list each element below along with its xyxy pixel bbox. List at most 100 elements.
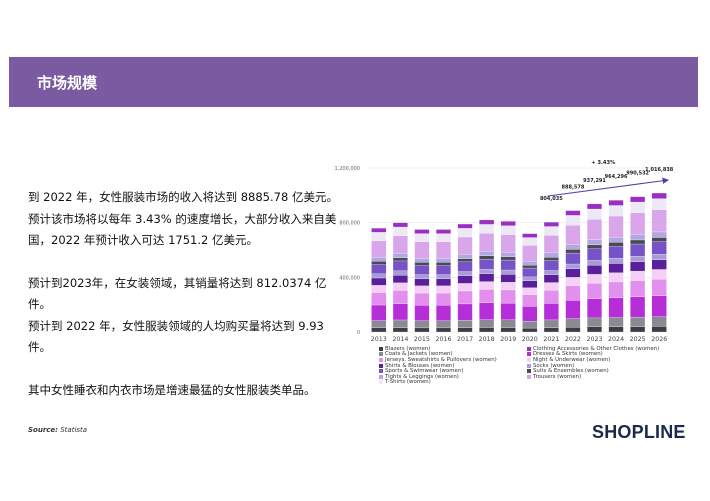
bar-segment	[371, 257, 387, 262]
bar-segment	[651, 295, 667, 317]
bar-segment	[587, 208, 602, 220]
bar-segment	[651, 237, 667, 242]
bar-segment	[565, 263, 581, 269]
bar-segment	[500, 269, 516, 275]
legend-swatch	[379, 369, 383, 374]
bar-segment	[543, 221, 559, 227]
bar-segment	[414, 292, 430, 306]
bar-segment	[522, 327, 538, 333]
bar-segment	[436, 320, 451, 329]
bar-segment	[414, 278, 430, 286]
legend-item: Suits & Ensembles (women)	[527, 368, 659, 374]
shopline-logo: SHOPLINE	[592, 422, 686, 443]
bar-segment	[371, 292, 387, 306]
bar-segment	[392, 222, 408, 228]
bar-segment	[436, 327, 451, 333]
x-tick-label: 2025	[630, 336, 646, 343]
x-tick-label: 2019	[500, 336, 516, 343]
bar-segment	[587, 244, 602, 249]
bar-segment	[651, 192, 667, 199]
bar-segment	[457, 261, 473, 272]
bar-segment	[457, 303, 473, 321]
bar-segment	[651, 326, 667, 333]
bar-segment	[392, 275, 408, 283]
bar-segment	[587, 317, 602, 328]
bar-segment	[436, 274, 451, 279]
bar-segment	[479, 224, 495, 234]
bar-segment	[565, 277, 581, 286]
legend-label: T-Shirts (women)	[385, 379, 431, 386]
bar-segment	[436, 285, 451, 294]
bar-segment	[522, 245, 538, 262]
bar-segment	[479, 273, 495, 282]
bar-segment	[371, 264, 387, 274]
bar-segment	[500, 225, 516, 235]
bar-segment	[457, 319, 473, 328]
bar-segment	[543, 290, 559, 304]
bar-segment	[630, 196, 646, 203]
bar-segment	[608, 200, 624, 206]
y-tick-label: 400,000	[339, 275, 360, 281]
bar-segment	[479, 251, 495, 256]
bar-segment	[457, 223, 473, 229]
bar-segment	[522, 237, 538, 246]
legend-swatch	[379, 346, 383, 351]
x-tick-label: 2022	[565, 336, 581, 343]
data-label: 804,035	[540, 196, 563, 202]
paragraph-1-line-1: 到 2022 年，女性服装市场的收入将达到 8885.78 亿美元。	[28, 190, 338, 204]
bar-segment	[371, 232, 387, 241]
data-label: 937,291	[583, 178, 606, 184]
x-tick-label: 2013	[371, 336, 387, 343]
page-title: 市场规模	[37, 74, 98, 92]
legend-swatch	[527, 346, 531, 351]
y-tick-label: 800,000	[339, 221, 360, 227]
bar-segment	[587, 298, 602, 319]
bar-segment	[543, 270, 559, 275]
bar-segment	[457, 283, 473, 292]
bar-segment	[414, 229, 430, 234]
bar-segment	[522, 267, 538, 278]
bar-segment	[543, 235, 559, 254]
legend-swatch	[527, 374, 531, 379]
legend-label: Tights & Leggings (women)	[385, 373, 459, 380]
data-label: 1,016,838	[645, 167, 674, 173]
bar-segment	[565, 300, 581, 319]
legend-swatch	[379, 363, 383, 368]
bar-segment	[587, 265, 602, 275]
bar-segment	[630, 261, 646, 272]
x-tick-label: 2026	[651, 336, 667, 343]
legend-item: Coats & Jackets (women)	[379, 351, 497, 357]
bar-segment	[608, 281, 624, 298]
logo-part-2: LINE	[643, 422, 686, 442]
header-bar: 市场规模	[9, 57, 698, 107]
bar-segment	[371, 240, 387, 258]
source-value: Statista	[60, 426, 88, 434]
x-tick-label: 2016	[435, 336, 451, 343]
bar-segment	[371, 285, 387, 293]
legend-item: Blazers (women)	[379, 346, 497, 352]
bar-segment	[565, 225, 581, 245]
bar-segment	[651, 259, 667, 270]
bar-segment	[608, 272, 624, 283]
bar-segment	[479, 302, 495, 320]
bar-segment	[543, 274, 559, 283]
bar-segment	[543, 327, 559, 333]
bar-segment	[630, 212, 646, 235]
bar-segment	[457, 254, 473, 259]
bar-segment	[630, 201, 646, 213]
source-note: Source: Statista	[28, 426, 87, 434]
x-tick-label: 2018	[479, 336, 495, 343]
bar-segment	[457, 327, 473, 333]
x-tick-label: 2023	[586, 336, 602, 343]
bar-segment	[414, 233, 430, 242]
bar-segment	[436, 241, 451, 259]
source-label: Source:	[28, 426, 58, 434]
bar-segment	[457, 271, 473, 276]
x-tick-label: 2017	[457, 336, 473, 343]
x-tick-label: 2021	[543, 336, 559, 343]
bar-segment	[479, 319, 495, 328]
data-label: 990,532	[626, 171, 649, 177]
bar-segment	[500, 252, 516, 257]
legend-item: Tights & Leggings (women)	[379, 374, 497, 380]
bar-segment	[608, 215, 624, 238]
